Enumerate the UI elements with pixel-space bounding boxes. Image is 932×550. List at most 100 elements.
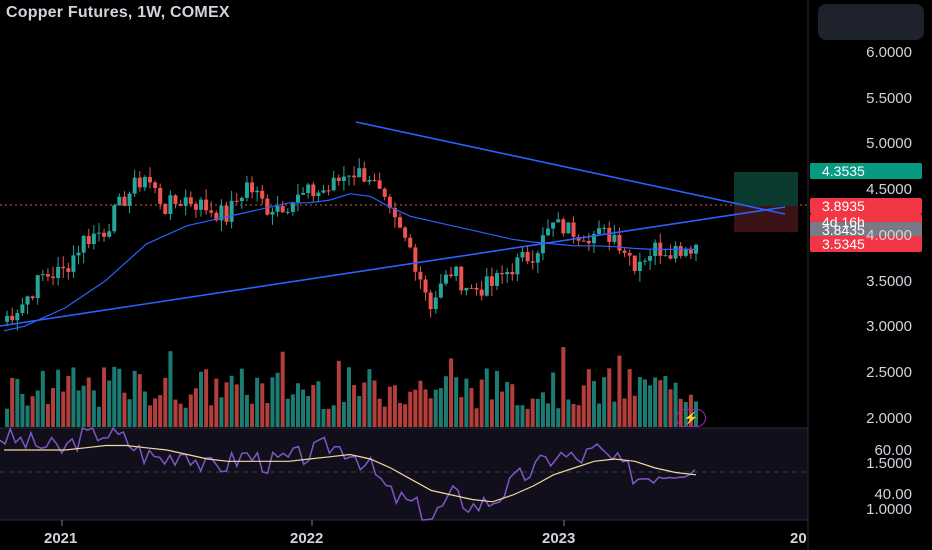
candle-body <box>117 196 122 206</box>
candle-body <box>556 219 561 223</box>
candle-body <box>341 176 346 181</box>
candle-body <box>459 266 464 291</box>
upper-trendline <box>355 121 786 215</box>
volume-bar <box>142 391 147 427</box>
candle-body <box>275 206 280 212</box>
candle-body <box>602 227 607 229</box>
volume-bar <box>347 367 351 427</box>
lightning-bolt-icon[interactable]: ⚡ <box>676 409 706 427</box>
volume-bar <box>301 389 306 427</box>
volume-bar <box>530 398 535 427</box>
price-axis-tick: 3.5000 <box>866 272 912 290</box>
candle-body <box>265 198 270 215</box>
candle-body <box>678 246 683 256</box>
candle-body <box>137 177 142 188</box>
volume-bar <box>275 372 280 427</box>
volume-bar <box>209 405 214 427</box>
volume-bar <box>163 377 168 427</box>
candle-body <box>622 250 627 253</box>
candle-body <box>229 200 234 222</box>
volume-bar <box>464 378 469 427</box>
candle-body <box>479 289 484 296</box>
rsi-axis-tick: 60.00 <box>874 442 912 459</box>
candle-body <box>66 268 71 272</box>
current-price-tag-bg <box>810 198 922 214</box>
candle-body <box>663 255 668 257</box>
candle-body <box>244 182 249 198</box>
candle-body <box>122 196 127 206</box>
candle-body <box>51 276 56 278</box>
volume-bar <box>51 388 56 427</box>
candle-body <box>377 180 382 189</box>
candle-body <box>571 222 576 237</box>
volume-bar <box>520 405 525 427</box>
volume-bar <box>510 384 515 427</box>
volume-bar <box>642 379 647 427</box>
volume-bar <box>188 394 193 427</box>
candle-body <box>617 234 622 251</box>
volume-bar <box>632 395 637 427</box>
candle-body <box>392 207 397 218</box>
candle-body <box>683 248 688 256</box>
rsi-ma-line <box>4 444 697 503</box>
candle-body <box>250 182 255 193</box>
volume-bar <box>260 383 265 427</box>
candle-body <box>336 177 341 181</box>
price-axis-tick: 1.0000 <box>866 501 912 518</box>
volume-bar <box>25 405 30 427</box>
candle-body <box>285 211 290 213</box>
volume-bar <box>40 370 45 427</box>
candle-body <box>290 202 295 212</box>
volume-bar <box>224 382 229 427</box>
volume-bar <box>127 399 132 427</box>
volume-bar <box>311 385 316 427</box>
volume-bar <box>525 408 530 427</box>
candle-body <box>418 271 423 280</box>
volume-bar <box>168 351 173 427</box>
candle-body <box>648 256 653 261</box>
volume-bar <box>500 391 505 427</box>
candle-body <box>96 232 101 234</box>
volume-bar <box>91 390 96 427</box>
candle-body <box>494 273 499 286</box>
volume-bar <box>387 386 392 427</box>
rsi-line <box>0 426 696 521</box>
volume-bar <box>183 407 188 427</box>
candle-body <box>316 192 321 197</box>
volume-bar <box>449 358 454 427</box>
stop-price-tag-bg <box>810 236 922 252</box>
candle-body <box>5 315 10 322</box>
volume-bar <box>295 383 300 427</box>
price-axis-tick: 4.5000 <box>866 181 912 199</box>
candle-body <box>362 168 367 182</box>
toolbar-button[interactable] <box>818 4 924 40</box>
volume-bar <box>648 385 653 427</box>
candle-body <box>443 274 448 284</box>
volume-bar <box>137 374 142 427</box>
volume-bar <box>597 403 602 427</box>
volume-bar <box>433 389 438 427</box>
candle-body <box>178 203 183 206</box>
lower-trendline <box>0 206 786 327</box>
volume-bar <box>178 403 183 427</box>
volume-bar <box>199 371 204 427</box>
candle-body <box>520 251 525 258</box>
candle-body <box>35 275 40 299</box>
volume-bar <box>673 382 678 427</box>
time-axis-tick: 2021 <box>44 530 78 547</box>
volume-bar <box>607 368 612 427</box>
candle-body <box>112 205 117 232</box>
candle-body <box>326 190 331 192</box>
volume-bar <box>576 405 581 427</box>
candle-body <box>311 184 316 197</box>
price-axis-tick: 4.0000 <box>866 226 912 244</box>
candle-body <box>158 187 163 204</box>
price-axis-tick: 5.0000 <box>866 135 912 153</box>
current-price-tag: 3.8935 <box>822 198 865 214</box>
candle-body <box>408 237 413 248</box>
price-axis-tick: 2.5000 <box>866 363 912 381</box>
volume-bar <box>76 390 81 427</box>
candle-body <box>535 253 540 263</box>
candle-body <box>489 276 494 286</box>
